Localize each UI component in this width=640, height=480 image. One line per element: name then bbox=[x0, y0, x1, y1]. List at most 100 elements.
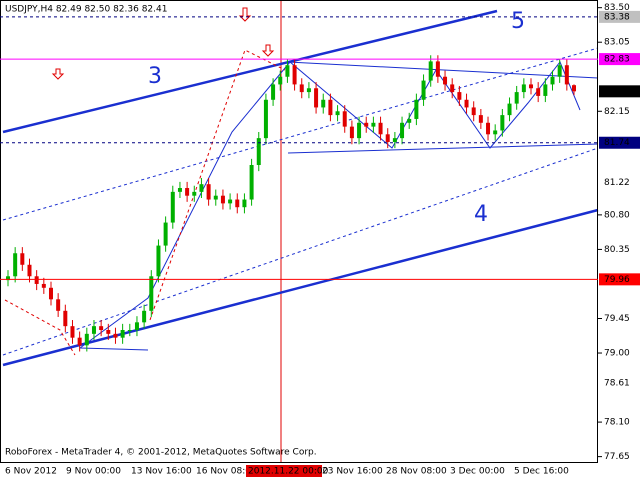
x-tick-label: 9 Nov 00:00 bbox=[66, 467, 121, 477]
candle-body bbox=[292, 65, 297, 85]
triangle-line bbox=[287, 61, 599, 79]
candle-body bbox=[385, 134, 390, 142]
candle-body bbox=[507, 103, 512, 116]
candle-body bbox=[457, 92, 462, 100]
level-label: 82.83 bbox=[604, 55, 630, 65]
wave-path bbox=[79, 61, 581, 349]
candle-body bbox=[400, 122, 405, 139]
candle-body bbox=[27, 264, 32, 277]
candle-body bbox=[521, 84, 526, 93]
level-box bbox=[599, 53, 640, 66]
candle-body bbox=[514, 92, 519, 104]
candle-body bbox=[314, 88, 319, 108]
candle-body bbox=[263, 99, 268, 139]
y-tick-label: 83.50 bbox=[604, 3, 630, 13]
candle-body bbox=[443, 76, 448, 85]
candle-body bbox=[478, 115, 483, 123]
analysis-drawings bbox=[2, 0, 599, 462]
candle-body bbox=[91, 326, 96, 334]
wave-label: 5 bbox=[511, 9, 525, 34]
candle-body bbox=[199, 184, 204, 192]
candle-body bbox=[127, 330, 132, 331]
y-tick-label: 82.15 bbox=[604, 107, 630, 117]
arrow-icon bbox=[51, 68, 65, 80]
candle-body bbox=[328, 99, 333, 116]
wave-label: 3 bbox=[148, 64, 162, 89]
candle-body bbox=[564, 65, 569, 85]
candle-body bbox=[392, 138, 397, 142]
candle-body bbox=[149, 276, 154, 311]
x-tick-label: 3 Dec 00:00 bbox=[450, 467, 505, 477]
candle-body bbox=[529, 84, 534, 89]
level-label: 83.38 bbox=[604, 12, 630, 22]
candle-body bbox=[242, 199, 247, 208]
candle-body bbox=[428, 61, 433, 81]
candle-body bbox=[321, 99, 326, 108]
candle-body bbox=[56, 299, 61, 311]
candle-body bbox=[378, 122, 383, 135]
candle-body bbox=[213, 195, 218, 200]
wave-label: 4 bbox=[474, 202, 488, 227]
level-label: 78.61 bbox=[604, 378, 630, 388]
candle-body bbox=[206, 184, 211, 200]
y-tick-label: 80.80 bbox=[604, 210, 630, 220]
candle-body bbox=[120, 330, 125, 338]
candle-body bbox=[13, 253, 18, 277]
y-tick-label: 78.10 bbox=[604, 418, 630, 428]
candle-body bbox=[99, 326, 104, 330]
candle-body bbox=[6, 276, 10, 281]
x-tick-label: 5 Dec 16:00 bbox=[514, 467, 569, 477]
candle-body bbox=[106, 330, 111, 334]
level-box bbox=[599, 85, 640, 98]
channel-line bbox=[2, 147, 599, 356]
candle-body bbox=[306, 88, 311, 93]
level-box bbox=[599, 136, 640, 149]
candle-body bbox=[557, 65, 562, 77]
candle-body bbox=[471, 107, 476, 116]
x-tick-label: 28 Nov 08:00 bbox=[386, 467, 447, 477]
candle-body bbox=[249, 165, 254, 200]
y-tick-label: 79.45 bbox=[604, 314, 630, 324]
candle-body bbox=[500, 115, 505, 131]
candle-body bbox=[192, 191, 197, 196]
y-tick-label: 80.35 bbox=[604, 245, 630, 255]
y-tick-label: 79.00 bbox=[604, 349, 630, 359]
candle-body bbox=[342, 111, 347, 127]
footer: RoboForex - MetaTrader 4, © 2001-2012, M… bbox=[5, 448, 317, 458]
candle-body bbox=[536, 88, 541, 96]
level-box bbox=[599, 10, 640, 23]
plot-frame bbox=[0, 0, 598, 463]
time-highlight bbox=[246, 465, 322, 477]
candle-body bbox=[170, 191, 175, 223]
candle-body bbox=[271, 84, 276, 100]
candle-body bbox=[113, 333, 118, 338]
candle-body bbox=[220, 195, 225, 204]
candle-body bbox=[256, 138, 261, 165]
y-tick-label: 83.05 bbox=[604, 38, 630, 48]
candle-body bbox=[228, 199, 233, 204]
x-tick-label: 6 Nov 2012 bbox=[5, 467, 57, 477]
level-box bbox=[599, 273, 640, 286]
candle-body bbox=[464, 99, 469, 108]
candle-body bbox=[41, 283, 46, 288]
x-tick-label: 13 Nov 16:00 bbox=[131, 467, 192, 477]
candle-body bbox=[235, 199, 240, 208]
candle-body bbox=[435, 61, 440, 77]
candle-body bbox=[371, 122, 376, 127]
level-label: 81.74 bbox=[604, 138, 630, 148]
candle-body bbox=[134, 322, 139, 330]
level-label: 79.96 bbox=[604, 275, 630, 285]
level-label: 81.22 bbox=[604, 178, 630, 188]
candle-body bbox=[414, 99, 419, 119]
candle-body bbox=[335, 111, 340, 116]
candle-body bbox=[407, 118, 412, 123]
candle-body bbox=[70, 326, 75, 338]
y-tick-label: 77.65 bbox=[604, 452, 630, 462]
candle-body bbox=[177, 188, 182, 192]
wave-base bbox=[79, 347, 149, 351]
candle-body bbox=[20, 253, 25, 265]
candle-body bbox=[357, 122, 362, 139]
trend-line bbox=[2, 208, 599, 367]
